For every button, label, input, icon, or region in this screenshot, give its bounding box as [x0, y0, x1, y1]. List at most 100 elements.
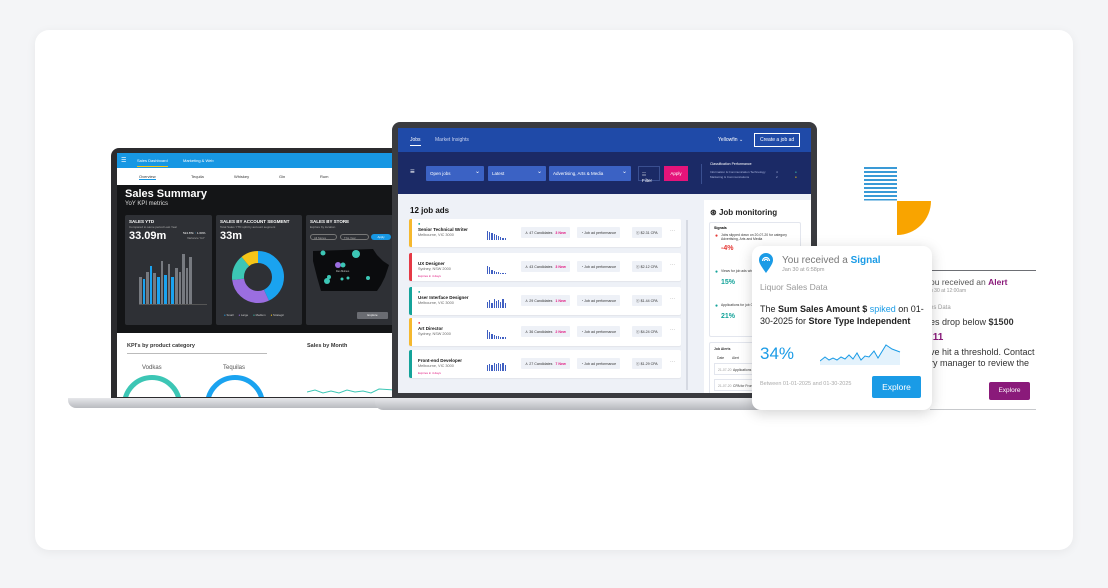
store-explore-button[interactable]: Explore	[357, 312, 388, 319]
new-count: 2 New	[555, 329, 566, 334]
period-filter-select[interactable]: This Year	[340, 234, 369, 240]
dollar-icon: ⓢ	[636, 264, 640, 269]
tab-gin[interactable]: Gin	[279, 174, 286, 179]
candidates-chip[interactable]: ♙ 29 Candidates 1 New	[521, 295, 570, 306]
spark-bar	[504, 337, 506, 339]
classification-name: Information & Communication Technology	[710, 170, 766, 174]
signal-item[interactable]: ● Applications for job 07-26-20 where Job…	[715, 303, 801, 320]
candidates-count: 47 Candidates	[529, 230, 553, 235]
job-row[interactable]: Front-end Developer Melbourne, VIC 3000 …	[409, 350, 681, 378]
job-row[interactable]: ● Senior Technical Writer Melbourne, VIC…	[409, 219, 681, 247]
candidates-icon: ♙	[525, 298, 529, 303]
signal-explore-button[interactable]: Explore	[872, 376, 921, 398]
tab-rum[interactable]: Rum	[320, 174, 329, 179]
ytd-bar	[146, 271, 149, 304]
alert-explore-button[interactable]: Explore	[989, 382, 1030, 400]
spark-bar	[493, 234, 495, 240]
job-ad-performance-button[interactable]: ◔ Job ad performance	[577, 295, 621, 306]
sales-by-month-title: Sales by Month	[307, 343, 348, 349]
candidates-chip[interactable]: ♙ 47 Candidates 3 New	[521, 227, 570, 238]
classification-row: Information & Communication Technology 4 ●	[710, 170, 797, 174]
candidates-count: 27 Candidates	[529, 361, 553, 366]
classification-count: 4	[776, 170, 778, 174]
spark-bar	[487, 266, 489, 274]
account-menu[interactable]: Yellowfin ⌄	[718, 137, 744, 143]
tab-tequila[interactable]: Tequila	[191, 174, 204, 179]
signal-notification-card: You received a Signal Jan 30 at 6:58pm L…	[752, 246, 932, 410]
tab-overview[interactable]: Overview	[139, 174, 156, 180]
dollar-icon: ⓢ	[636, 329, 640, 334]
legend-item: ● Small	[224, 313, 234, 317]
spark-bar	[491, 365, 493, 371]
job-title[interactable]: Art Director	[418, 326, 444, 331]
sales-by-store-card: SALES BY STORE Explore by location All S…	[306, 215, 395, 325]
nav-market-insights[interactable]: Market Insights	[435, 137, 469, 143]
spark-bar	[489, 364, 491, 371]
jobs-scrollbar[interactable]	[686, 220, 688, 390]
ytd-bar	[189, 257, 192, 304]
spark-bar	[502, 238, 504, 240]
signal-text: Views for job ads where Job Title is	[721, 269, 774, 273]
job-ad-performance-button[interactable]: ◔ Job ad performance	[577, 326, 621, 337]
job-row[interactable]: ● User Interface Designer Melbourne, VIC…	[409, 287, 681, 315]
decorative-shapes	[864, 167, 931, 235]
more-options-icon[interactable]: ···	[670, 327, 675, 333]
alert-time: u 30 at 12:00am	[930, 288, 967, 294]
signal-item[interactable]: ● Jobs slipped down on 20-07-20 for categ…	[715, 233, 801, 252]
spark-bar	[500, 273, 502, 274]
msg-dimension: Store Type Independent	[808, 315, 911, 326]
more-options-icon[interactable]: ···	[670, 359, 675, 365]
store-filter-select[interactable]: All Stores	[310, 234, 337, 240]
job-row[interactable]: ● Art Director Sydney, NSW 2000 ♙ 36 Can…	[409, 318, 681, 346]
menu-icon[interactable]: ≡	[410, 167, 415, 176]
nav-sales-dashboard[interactable]: Sales Dashboard	[137, 158, 168, 167]
alert-message: es drop below	[930, 317, 989, 327]
account-segment-card: SALES BY ACCOUNT SEGMENT Total Sales YTD…	[216, 215, 302, 325]
tab-whiskey[interactable]: Whiskey	[234, 174, 250, 179]
variance-label: Variance YoY	[187, 236, 205, 240]
create-job-ad-button[interactable]: Create a job ad	[754, 133, 801, 147]
job-title[interactable]: Front-end Developer	[418, 358, 463, 363]
candidates-icon: ♙	[525, 329, 529, 334]
job-ad-performance-button[interactable]: ◔ Job ad performance	[577, 358, 621, 369]
sort-dropdown[interactable]: Latest	[488, 166, 546, 181]
nav-jobs[interactable]: Jobs	[410, 137, 421, 146]
legend-item: ● Strategic	[270, 313, 285, 317]
msg-verb: spiked	[869, 304, 896, 314]
alert-body-line2: ry manager to review the	[930, 358, 1030, 368]
job-title[interactable]: User Interface Designer	[418, 295, 469, 300]
menu-icon[interactable]: ☰	[121, 158, 127, 164]
candidates-chip[interactable]: ♙ 36 Candidates 2 New	[521, 326, 570, 337]
job-row[interactable]: UX Designer Sydney, NSW 2000 Expires in …	[409, 253, 681, 281]
job-count-heading: 12 job ads	[410, 206, 450, 215]
job-sparkline	[487, 299, 513, 308]
ytd-bar	[167, 264, 171, 304]
candidates-chip[interactable]: ♙ 43 Candidates 3 New	[521, 261, 570, 272]
spark-bar	[489, 300, 491, 308]
job-title[interactable]: UX Designer	[418, 261, 445, 266]
spark-bar	[500, 302, 502, 308]
job-ad-performance-button[interactable]: ◔ Job ad performance	[577, 261, 621, 272]
store-apply-button[interactable]: Apply	[371, 234, 391, 240]
more-options-icon[interactable]: ···	[670, 262, 675, 268]
signal-item[interactable]: ● Views for job ads where Job Title is 15%	[715, 269, 801, 286]
ytd-bar	[153, 273, 156, 304]
candidates-chip[interactable]: ♙ 27 Candidates 7 New	[521, 358, 570, 369]
more-options-icon[interactable]: ···	[670, 228, 675, 234]
gauge-icon: ◔	[581, 361, 584, 366]
candidates-icon: ♙	[525, 264, 529, 269]
signal-date-range: Between 01-01-2025 and 01-30-2025	[760, 381, 852, 387]
nav-marketing-web[interactable]: Marketing & Web	[183, 158, 214, 163]
category-dropdown[interactable]: Advertising, Arts & Media	[549, 166, 631, 181]
donut-slice-large	[232, 251, 284, 303]
filter-button[interactable]: ☷ Filter	[638, 166, 660, 183]
more-options-icon[interactable]: ···	[670, 296, 675, 302]
msg-metric: Sum Sales Amount $	[778, 304, 868, 314]
job-title[interactable]: Senior Technical Writer	[418, 227, 468, 232]
job-ad-performance-button[interactable]: ◔ Job ad performance	[577, 227, 621, 238]
laptop-center-base	[375, 398, 835, 410]
new-count: 7 New	[555, 361, 566, 366]
legend-label: Large	[240, 313, 249, 317]
apply-button[interactable]: Apply	[664, 166, 688, 181]
status-dropdown[interactable]: Open jobs	[426, 166, 484, 181]
